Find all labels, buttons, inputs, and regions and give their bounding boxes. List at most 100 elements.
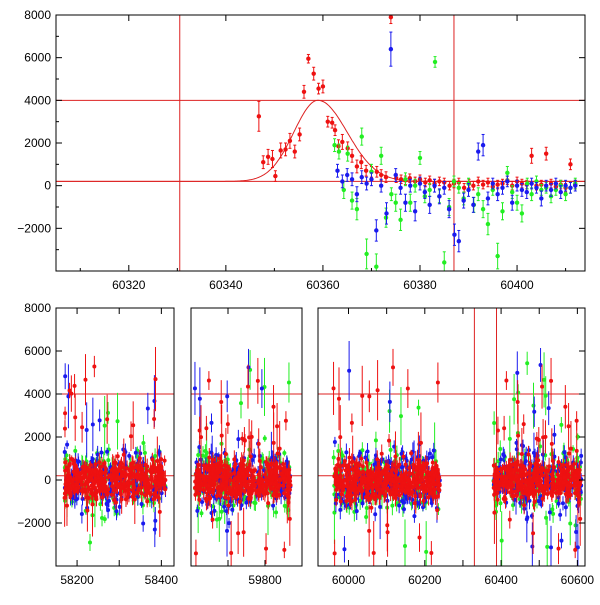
data-marker — [204, 426, 208, 430]
data-marker — [80, 489, 84, 493]
data-marker — [379, 173, 383, 177]
data-marker — [364, 169, 368, 173]
data-marker — [529, 181, 533, 185]
bottom-data-point — [204, 416, 208, 441]
data-marker — [270, 157, 274, 161]
data-marker — [154, 486, 158, 490]
top-data-point — [437, 189, 441, 204]
data-marker — [423, 180, 427, 184]
data-marker — [326, 119, 330, 123]
data-marker — [103, 424, 107, 428]
data-marker — [102, 479, 106, 483]
data-marker — [110, 493, 114, 497]
data-marker — [154, 470, 158, 474]
top-data-point — [568, 159, 572, 170]
data-marker — [534, 186, 538, 190]
top-data-point — [389, 32, 393, 66]
data-marker — [116, 419, 120, 423]
top-data-point — [563, 180, 567, 191]
top-data-point — [350, 192, 354, 209]
top-data-point — [529, 188, 533, 201]
data-marker — [143, 493, 147, 497]
top-data-point — [340, 134, 344, 149]
top-data-point — [326, 116, 330, 127]
top-data-point — [495, 188, 499, 201]
top-data-point — [486, 178, 490, 187]
top-data-point — [293, 145, 297, 158]
data-marker — [66, 479, 70, 483]
top-data-point — [408, 194, 412, 211]
data-marker — [495, 192, 499, 196]
data-marker — [486, 196, 490, 200]
data-marker — [195, 509, 199, 513]
data-marker — [148, 491, 152, 495]
data-marker — [337, 149, 341, 153]
data-marker — [131, 466, 135, 470]
top-data-point — [375, 166, 379, 177]
bottom-data-point — [274, 506, 278, 518]
bottom-data-point — [236, 430, 240, 448]
top-data-point — [369, 173, 373, 186]
data-marker — [99, 480, 103, 484]
top-data-point — [257, 101, 261, 131]
data-marker — [99, 450, 103, 454]
data-marker — [278, 447, 282, 451]
top-data-point — [360, 128, 364, 145]
data-marker — [73, 415, 77, 419]
data-marker — [461, 198, 465, 202]
bottom-frame-0 — [56, 308, 174, 566]
top-data-point — [520, 205, 524, 222]
data-marker — [125, 488, 129, 492]
top-data-point — [539, 191, 543, 206]
data-marker — [264, 547, 268, 551]
top-data-point — [476, 177, 480, 186]
data-marker — [481, 182, 485, 186]
data-marker — [87, 468, 91, 472]
data-marker — [90, 502, 94, 506]
top-data-point — [288, 133, 292, 148]
data-marker — [321, 84, 325, 88]
data-marker — [198, 397, 202, 401]
data-marker — [476, 192, 480, 196]
data-marker — [544, 151, 548, 155]
data-marker — [297, 132, 301, 136]
top-data-point — [384, 172, 388, 183]
data-marker — [476, 149, 480, 153]
data-marker — [515, 201, 519, 205]
data-marker — [139, 475, 143, 479]
bottom-data-point — [131, 401, 135, 449]
top-data-point — [279, 143, 283, 158]
data-marker — [98, 418, 102, 422]
data-marker — [427, 188, 431, 192]
data-marker — [73, 449, 77, 453]
y-tick-label: 2000 — [24, 136, 51, 150]
data-marker — [80, 425, 84, 429]
data-marker — [284, 419, 288, 423]
top-data-point — [389, 11, 393, 24]
data-marker — [193, 386, 197, 390]
data-marker — [100, 495, 104, 499]
data-marker — [136, 487, 140, 491]
bottom-data-point — [105, 395, 109, 444]
y-tick-label: 8000 — [24, 8, 51, 22]
data-marker — [342, 188, 346, 192]
data-marker — [442, 186, 446, 190]
data-marker — [261, 160, 265, 164]
top-data-point — [297, 128, 301, 141]
data-marker — [332, 143, 336, 147]
data-marker — [141, 441, 145, 445]
top-data-point — [306, 54, 310, 63]
bottom-data-point — [146, 393, 150, 424]
data-marker — [413, 209, 417, 213]
data-marker — [403, 201, 407, 205]
data-marker — [75, 482, 79, 486]
data-marker — [306, 57, 310, 61]
data-marker — [116, 476, 120, 480]
top-data-point — [462, 184, 466, 193]
top-data-point — [350, 173, 354, 186]
data-marker — [114, 500, 118, 504]
data-marker — [106, 411, 110, 415]
data-marker — [427, 203, 431, 207]
bottom-data-point — [239, 388, 243, 419]
